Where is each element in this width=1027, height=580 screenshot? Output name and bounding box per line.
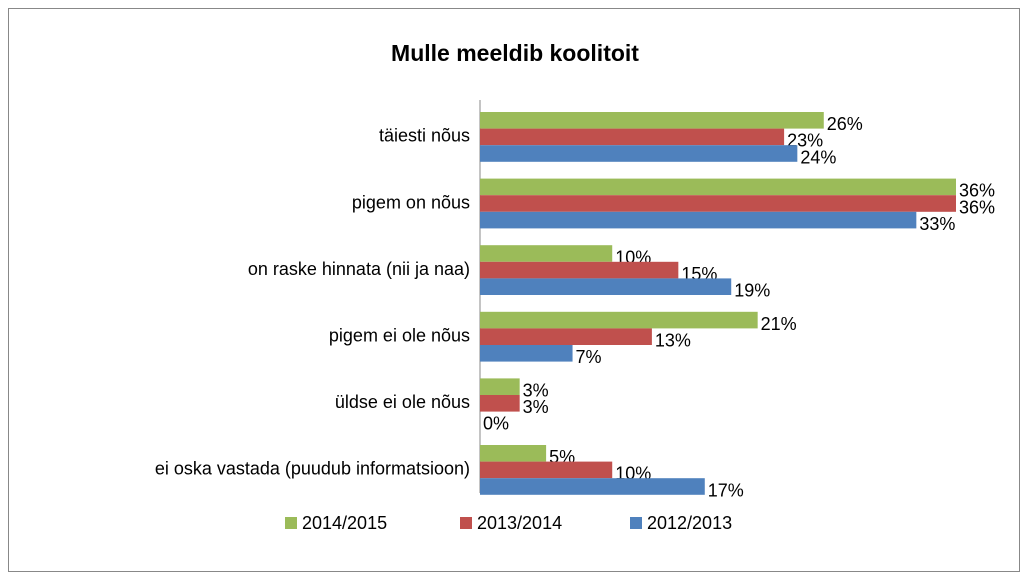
category-label: ei oska vastada (puudub informatsioon) bbox=[155, 459, 470, 479]
data-label: 36% bbox=[959, 181, 995, 201]
bar bbox=[480, 145, 798, 162]
bar bbox=[480, 461, 613, 479]
bar bbox=[480, 211, 917, 229]
bar bbox=[480, 395, 520, 412]
data-label: 13% bbox=[655, 330, 691, 350]
bar bbox=[480, 328, 652, 345]
category-label: pigem ei ole nõus bbox=[329, 325, 470, 345]
bar bbox=[480, 128, 785, 146]
category-label: on raske hinnata (nii ja naa) bbox=[248, 259, 470, 279]
data-label: 19% bbox=[734, 280, 770, 300]
category-label: pigem on nõus bbox=[352, 192, 470, 212]
data-label: 21% bbox=[761, 314, 797, 334]
data-label: 7% bbox=[576, 347, 602, 367]
bar bbox=[480, 245, 613, 262]
bar bbox=[480, 112, 824, 129]
data-label: 33% bbox=[919, 214, 955, 234]
legend-label: 2013/2014 bbox=[477, 513, 562, 533]
bar bbox=[480, 478, 705, 495]
data-label: 24% bbox=[800, 147, 836, 167]
legend-label: 2012/2013 bbox=[647, 513, 732, 533]
data-label: 3% bbox=[523, 380, 549, 400]
chart-title: Mulle meeldib koolitoit bbox=[391, 40, 639, 66]
bar bbox=[480, 378, 520, 395]
category-label: täiesti nõus bbox=[379, 126, 470, 146]
data-label: 36% bbox=[959, 197, 995, 217]
data-label: 3% bbox=[523, 397, 549, 417]
bar bbox=[480, 345, 573, 362]
legend-swatch bbox=[285, 517, 297, 529]
bar bbox=[480, 178, 956, 196]
bar bbox=[480, 261, 679, 279]
data-label: 0% bbox=[483, 414, 509, 434]
category-label: üldse ei ole nõus bbox=[335, 392, 470, 412]
bar bbox=[480, 195, 956, 212]
bar bbox=[480, 278, 732, 295]
legend-swatch bbox=[630, 517, 642, 529]
bar bbox=[480, 311, 758, 329]
data-label: 26% bbox=[827, 114, 863, 134]
data-label: 17% bbox=[708, 480, 744, 500]
bar bbox=[480, 445, 547, 462]
legend-label: 2014/2015 bbox=[302, 513, 387, 533]
legend-swatch bbox=[460, 517, 472, 529]
